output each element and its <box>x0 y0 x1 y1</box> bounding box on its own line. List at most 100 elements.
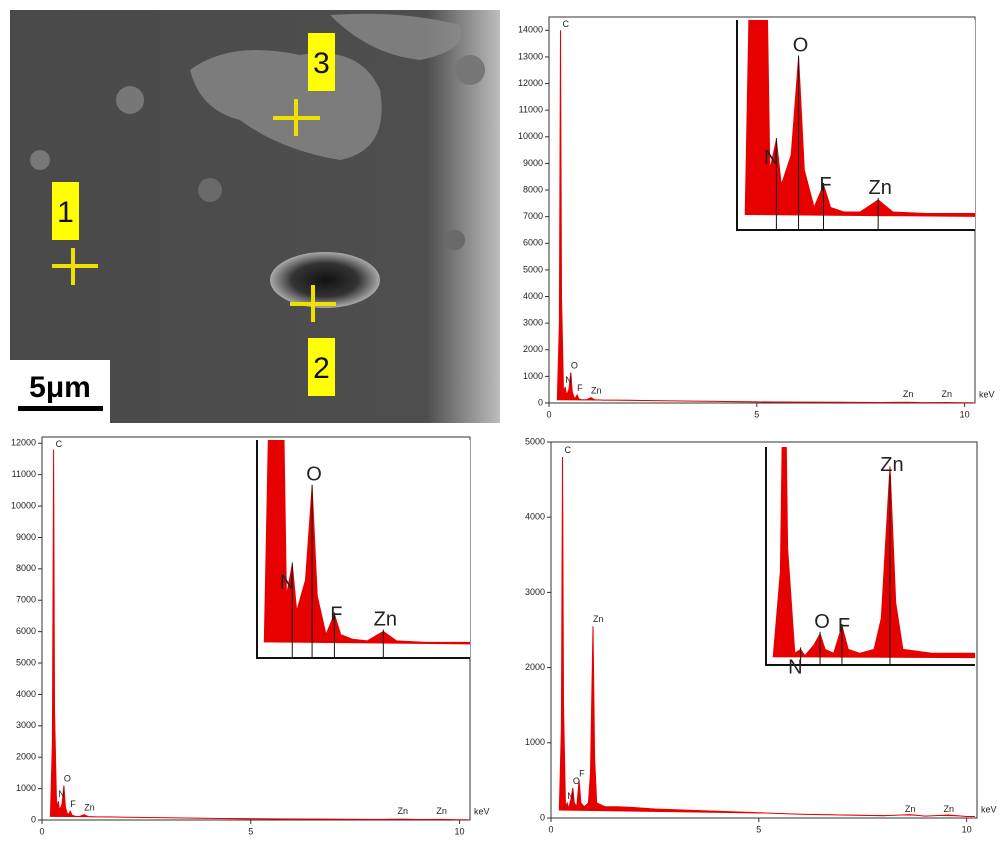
point-label: 2 <box>313 352 330 385</box>
spectrum-area <box>558 456 975 817</box>
point-label: 3 <box>313 47 330 80</box>
inset-peak-label: Zn <box>374 609 397 631</box>
y-tick-label: 6000 <box>523 238 543 248</box>
inset-axes <box>736 20 975 231</box>
sem-feature <box>445 230 465 250</box>
y-tick-label: 6000 <box>16 626 36 636</box>
inset-peak-label: N <box>280 572 294 594</box>
y-tick-label: 11000 <box>12 469 36 479</box>
inset-peak-label: F <box>838 615 850 637</box>
peak-label: O <box>571 360 578 370</box>
peak-label: C <box>565 445 572 455</box>
sem-feature <box>330 13 462 60</box>
y-tick-label: 7000 <box>523 211 543 221</box>
peak-label: F <box>70 799 76 809</box>
x-tick-label: 0 <box>546 409 551 419</box>
peak-label: O <box>573 776 580 786</box>
y-tick-label: 2000 <box>523 344 543 354</box>
sem-markers <box>52 99 336 322</box>
y-tick-label: 2000 <box>525 662 545 672</box>
y-tick-label: 3000 <box>525 587 545 597</box>
y-tick-label: 3000 <box>523 318 543 328</box>
x-tick-label: 5 <box>756 824 761 834</box>
inset-spectrum-area <box>744 20 975 217</box>
inset-peak-label: F <box>819 174 831 196</box>
x-tick-label: 0 <box>548 824 553 834</box>
x-axis-unit: keV <box>979 389 995 399</box>
y-tick-label: 5000 <box>523 264 543 274</box>
y-tick-label: 14000 <box>518 25 543 35</box>
inset-background <box>766 447 975 665</box>
y-tick-label: 7000 <box>16 595 36 605</box>
peak-label: F <box>577 383 583 393</box>
y-tick-label: 10000 <box>11 500 36 510</box>
inset-axes <box>256 440 470 659</box>
spectrum-area <box>556 30 973 404</box>
spectrum-area <box>49 449 468 821</box>
inset-peak-label: N <box>788 656 802 678</box>
sem-pit <box>270 252 380 308</box>
peak-label: Zn <box>398 806 409 816</box>
sem-feature <box>30 150 50 170</box>
inset-peak-label: Zn <box>880 454 903 476</box>
inset <box>263 440 470 645</box>
point-label: 1 <box>57 196 74 229</box>
point-label-box <box>52 182 79 240</box>
y-tick-label: 8000 <box>16 563 36 573</box>
y-tick-label: 12000 <box>518 78 543 88</box>
peak-label: F <box>579 768 585 778</box>
y-tick-label: 11000 <box>519 105 543 115</box>
peak-label: Zn <box>905 804 916 814</box>
scale-bar <box>18 406 103 411</box>
peak-label: O <box>64 773 71 783</box>
y-tick-label: 0 <box>538 397 543 407</box>
scale-bar-box <box>10 360 110 423</box>
x-tick-label: 5 <box>248 826 253 836</box>
peak-label: Zn <box>436 806 447 816</box>
peak-label: Zn <box>941 389 952 399</box>
spectrum-panel: 0100020003000400050006000700080009000100… <box>518 16 995 419</box>
x-tick-label: 10 <box>455 826 465 836</box>
y-tick-label: 12000 <box>11 438 36 448</box>
y-tick-label: 2000 <box>16 752 36 762</box>
inset-peak-label: N <box>764 147 778 169</box>
inset-peak-label: Zn <box>868 177 891 199</box>
peak-label: Zn <box>943 804 954 814</box>
peak-label: N <box>58 789 65 799</box>
inset-spectrum-area <box>263 440 470 645</box>
point-label-box <box>308 33 335 91</box>
y-tick-label: 10000 <box>518 131 543 141</box>
y-tick-label: 9000 <box>523 158 543 168</box>
y-tick-label: 4000 <box>523 291 543 301</box>
sem-feature <box>455 55 485 85</box>
y-tick-label: 4000 <box>525 512 545 522</box>
y-tick-label: 9000 <box>16 532 36 542</box>
peak-label: Zn <box>903 389 914 399</box>
scale-bar-label: 5μm <box>29 371 91 404</box>
y-tick-label: 1000 <box>523 371 543 381</box>
y-tick-label: 5000 <box>525 436 545 446</box>
peak-label: Zn <box>593 614 604 624</box>
inset-peak-label: O <box>793 35 809 57</box>
peak-label: N <box>565 375 572 385</box>
inset-spectrum-area <box>772 447 975 659</box>
inset-peak-label: F <box>330 603 342 625</box>
x-tick-label: 0 <box>39 826 44 836</box>
y-tick-label: 0 <box>540 812 545 822</box>
x-tick-label: 10 <box>960 409 970 419</box>
inset <box>772 447 975 659</box>
x-axis-unit: keV <box>474 806 490 816</box>
point-label-box <box>308 338 335 396</box>
inset-axes <box>765 447 975 666</box>
spectrum-panel: 0100020003000400050006000700080009000100… <box>11 436 490 836</box>
y-tick-label: 0 <box>31 814 36 824</box>
peak-label: N <box>567 791 574 801</box>
y-tick-label: 4000 <box>16 689 36 699</box>
spectrum-panel: 0100020003000400050000510keVCNOFZnZnZn3N… <box>525 436 997 834</box>
y-tick-label: 1000 <box>525 737 545 747</box>
peak-label: C <box>56 439 63 449</box>
y-tick-label: 3000 <box>16 720 36 730</box>
inset <box>744 20 975 217</box>
x-axis-unit: keV <box>981 804 997 814</box>
